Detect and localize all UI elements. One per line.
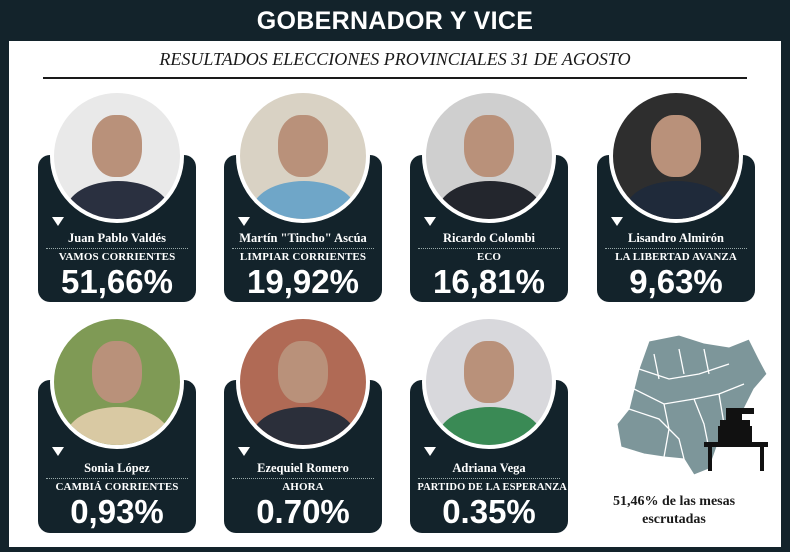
face: [464, 341, 514, 403]
corrientes-map-icon: [616, 334, 768, 476]
candidate-photo: [236, 89, 370, 223]
triangle-icon: [424, 217, 436, 226]
triangle-icon: [52, 217, 64, 226]
dotted-divider: [46, 478, 188, 479]
candidate-party: PARTIDO DE LA ESPERANZA: [417, 481, 567, 493]
dotted-divider: [46, 248, 188, 249]
candidate-photo: [422, 89, 556, 223]
face: [464, 115, 514, 177]
triangle-icon: [424, 447, 436, 456]
candidate-name: Sonia López: [84, 461, 150, 475]
candidate-party: VAMOS CORRIENTES: [58, 251, 176, 263]
face: [92, 115, 142, 177]
dotted-divider: [418, 248, 560, 249]
candidate-party: AHORA: [282, 481, 324, 493]
triangle-icon: [238, 217, 250, 226]
candidate-name: Ricardo Colombi: [442, 231, 535, 245]
face: [92, 341, 142, 403]
candidate-percent: 19,92%: [247, 263, 359, 300]
candidate-percent: 9,63%: [629, 263, 723, 300]
dotted-divider: [232, 248, 374, 249]
results-panel: RESULTADOS ELECCIONES PROVINCIALES 31 DE…: [9, 41, 781, 547]
candidate-percent: 0.35%: [442, 493, 536, 530]
candidate-photo: [50, 89, 184, 223]
dotted-divider: [232, 478, 374, 479]
face: [278, 341, 328, 403]
torso: [252, 407, 356, 445]
torso: [66, 407, 170, 445]
dotted-divider: [418, 478, 560, 479]
torso: [625, 181, 729, 219]
candidate-name: Adriana Vega: [452, 461, 526, 475]
page-title: GOBERNADOR Y VICE: [256, 7, 534, 35]
candidate-party: LA LIBERTAD AVANZA: [615, 251, 737, 263]
face: [278, 115, 328, 177]
candidate-party: CAMBIÁ CORRIENTES: [55, 481, 179, 493]
candidate-photo: [609, 89, 743, 223]
candidate-percent: 16,81%: [433, 263, 545, 300]
candidate-photo: [236, 315, 370, 449]
scrutiny-text: 51,46% de las mesas escrutadas: [612, 494, 736, 527]
triangle-icon: [611, 217, 623, 226]
candidate-percent: 0,93%: [70, 493, 164, 530]
torso: [66, 181, 170, 219]
candidate-name: Martín "Tincho" Ascúa: [239, 231, 367, 245]
torso: [438, 407, 542, 445]
dotted-divider: [605, 248, 747, 249]
torso: [252, 181, 356, 219]
candidate-photo: [50, 315, 184, 449]
candidate-percent: 51,66%: [61, 263, 173, 300]
candidate-name: Ezequiel Romero: [257, 461, 349, 475]
candidate-party: LIMPIAR CORRIENTES: [239, 251, 367, 263]
subtitle: RESULTADOS ELECCIONES PROVINCIALES 31 DE…: [159, 49, 631, 69]
candidate-party: ECO: [476, 251, 502, 263]
candidate-photo: [422, 315, 556, 449]
divider: [43, 77, 747, 79]
torso: [438, 181, 542, 219]
candidate-percent: 0.70%: [256, 493, 350, 530]
face: [651, 115, 701, 177]
ballot-box-icon: [704, 408, 768, 471]
candidate-name: Juan Pablo Valdés: [68, 231, 166, 245]
triangle-icon: [238, 447, 250, 456]
candidate-name: Lisandro Almirón: [628, 231, 724, 245]
triangle-icon: [52, 447, 64, 456]
